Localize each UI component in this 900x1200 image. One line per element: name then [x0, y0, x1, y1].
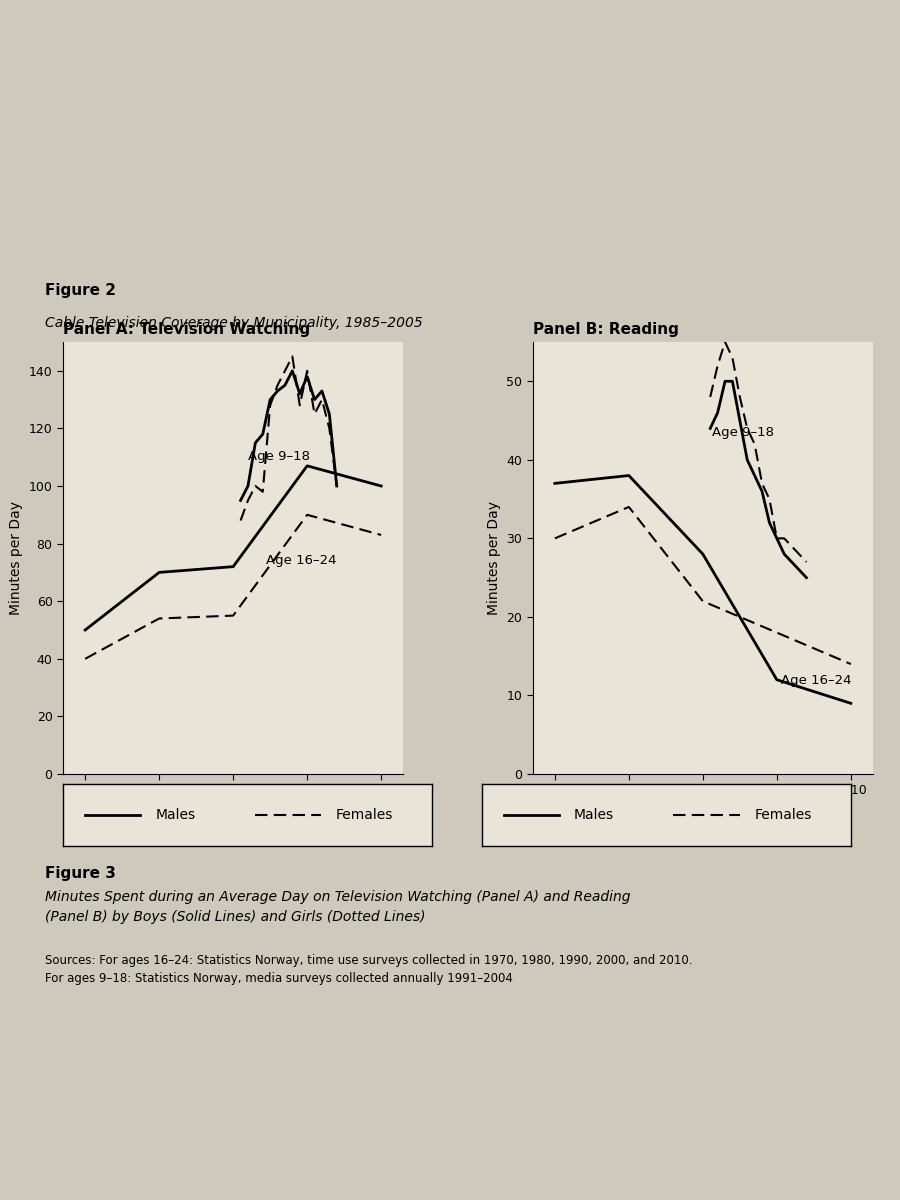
- X-axis label: Year: Year: [688, 803, 717, 817]
- Text: Age 9–18: Age 9–18: [248, 450, 310, 463]
- Text: Age 16–24: Age 16–24: [780, 673, 851, 686]
- Text: Females: Females: [754, 808, 812, 822]
- Text: Panel B: Reading: Panel B: Reading: [533, 322, 679, 337]
- Text: Age 9–18: Age 9–18: [712, 426, 774, 439]
- Text: Males: Males: [574, 808, 614, 822]
- Text: Minutes Spent during an Average Day on Television Watching (Panel A) and Reading: Minutes Spent during an Average Day on T…: [45, 890, 631, 924]
- Text: Sources: For ages 16–24: Statistics Norway, time use surveys collected in 1970, : Sources: For ages 16–24: Statistics Norw…: [45, 954, 692, 985]
- Text: Figure 2: Figure 2: [45, 282, 116, 298]
- Text: Figure 3: Figure 3: [45, 866, 116, 881]
- Text: Cable Television Coverage by Municipality, 1985–2005: Cable Television Coverage by Municipalit…: [45, 316, 423, 330]
- Text: Males: Males: [155, 808, 195, 822]
- Text: Age 16–24: Age 16–24: [266, 553, 337, 566]
- Y-axis label: Minutes per Day: Minutes per Day: [487, 502, 500, 614]
- Text: Panel A: Television Watching: Panel A: Television Watching: [63, 322, 310, 337]
- Text: Females: Females: [336, 808, 393, 822]
- Y-axis label: Minutes per Day: Minutes per Day: [9, 502, 23, 614]
- X-axis label: Year: Year: [219, 803, 248, 817]
